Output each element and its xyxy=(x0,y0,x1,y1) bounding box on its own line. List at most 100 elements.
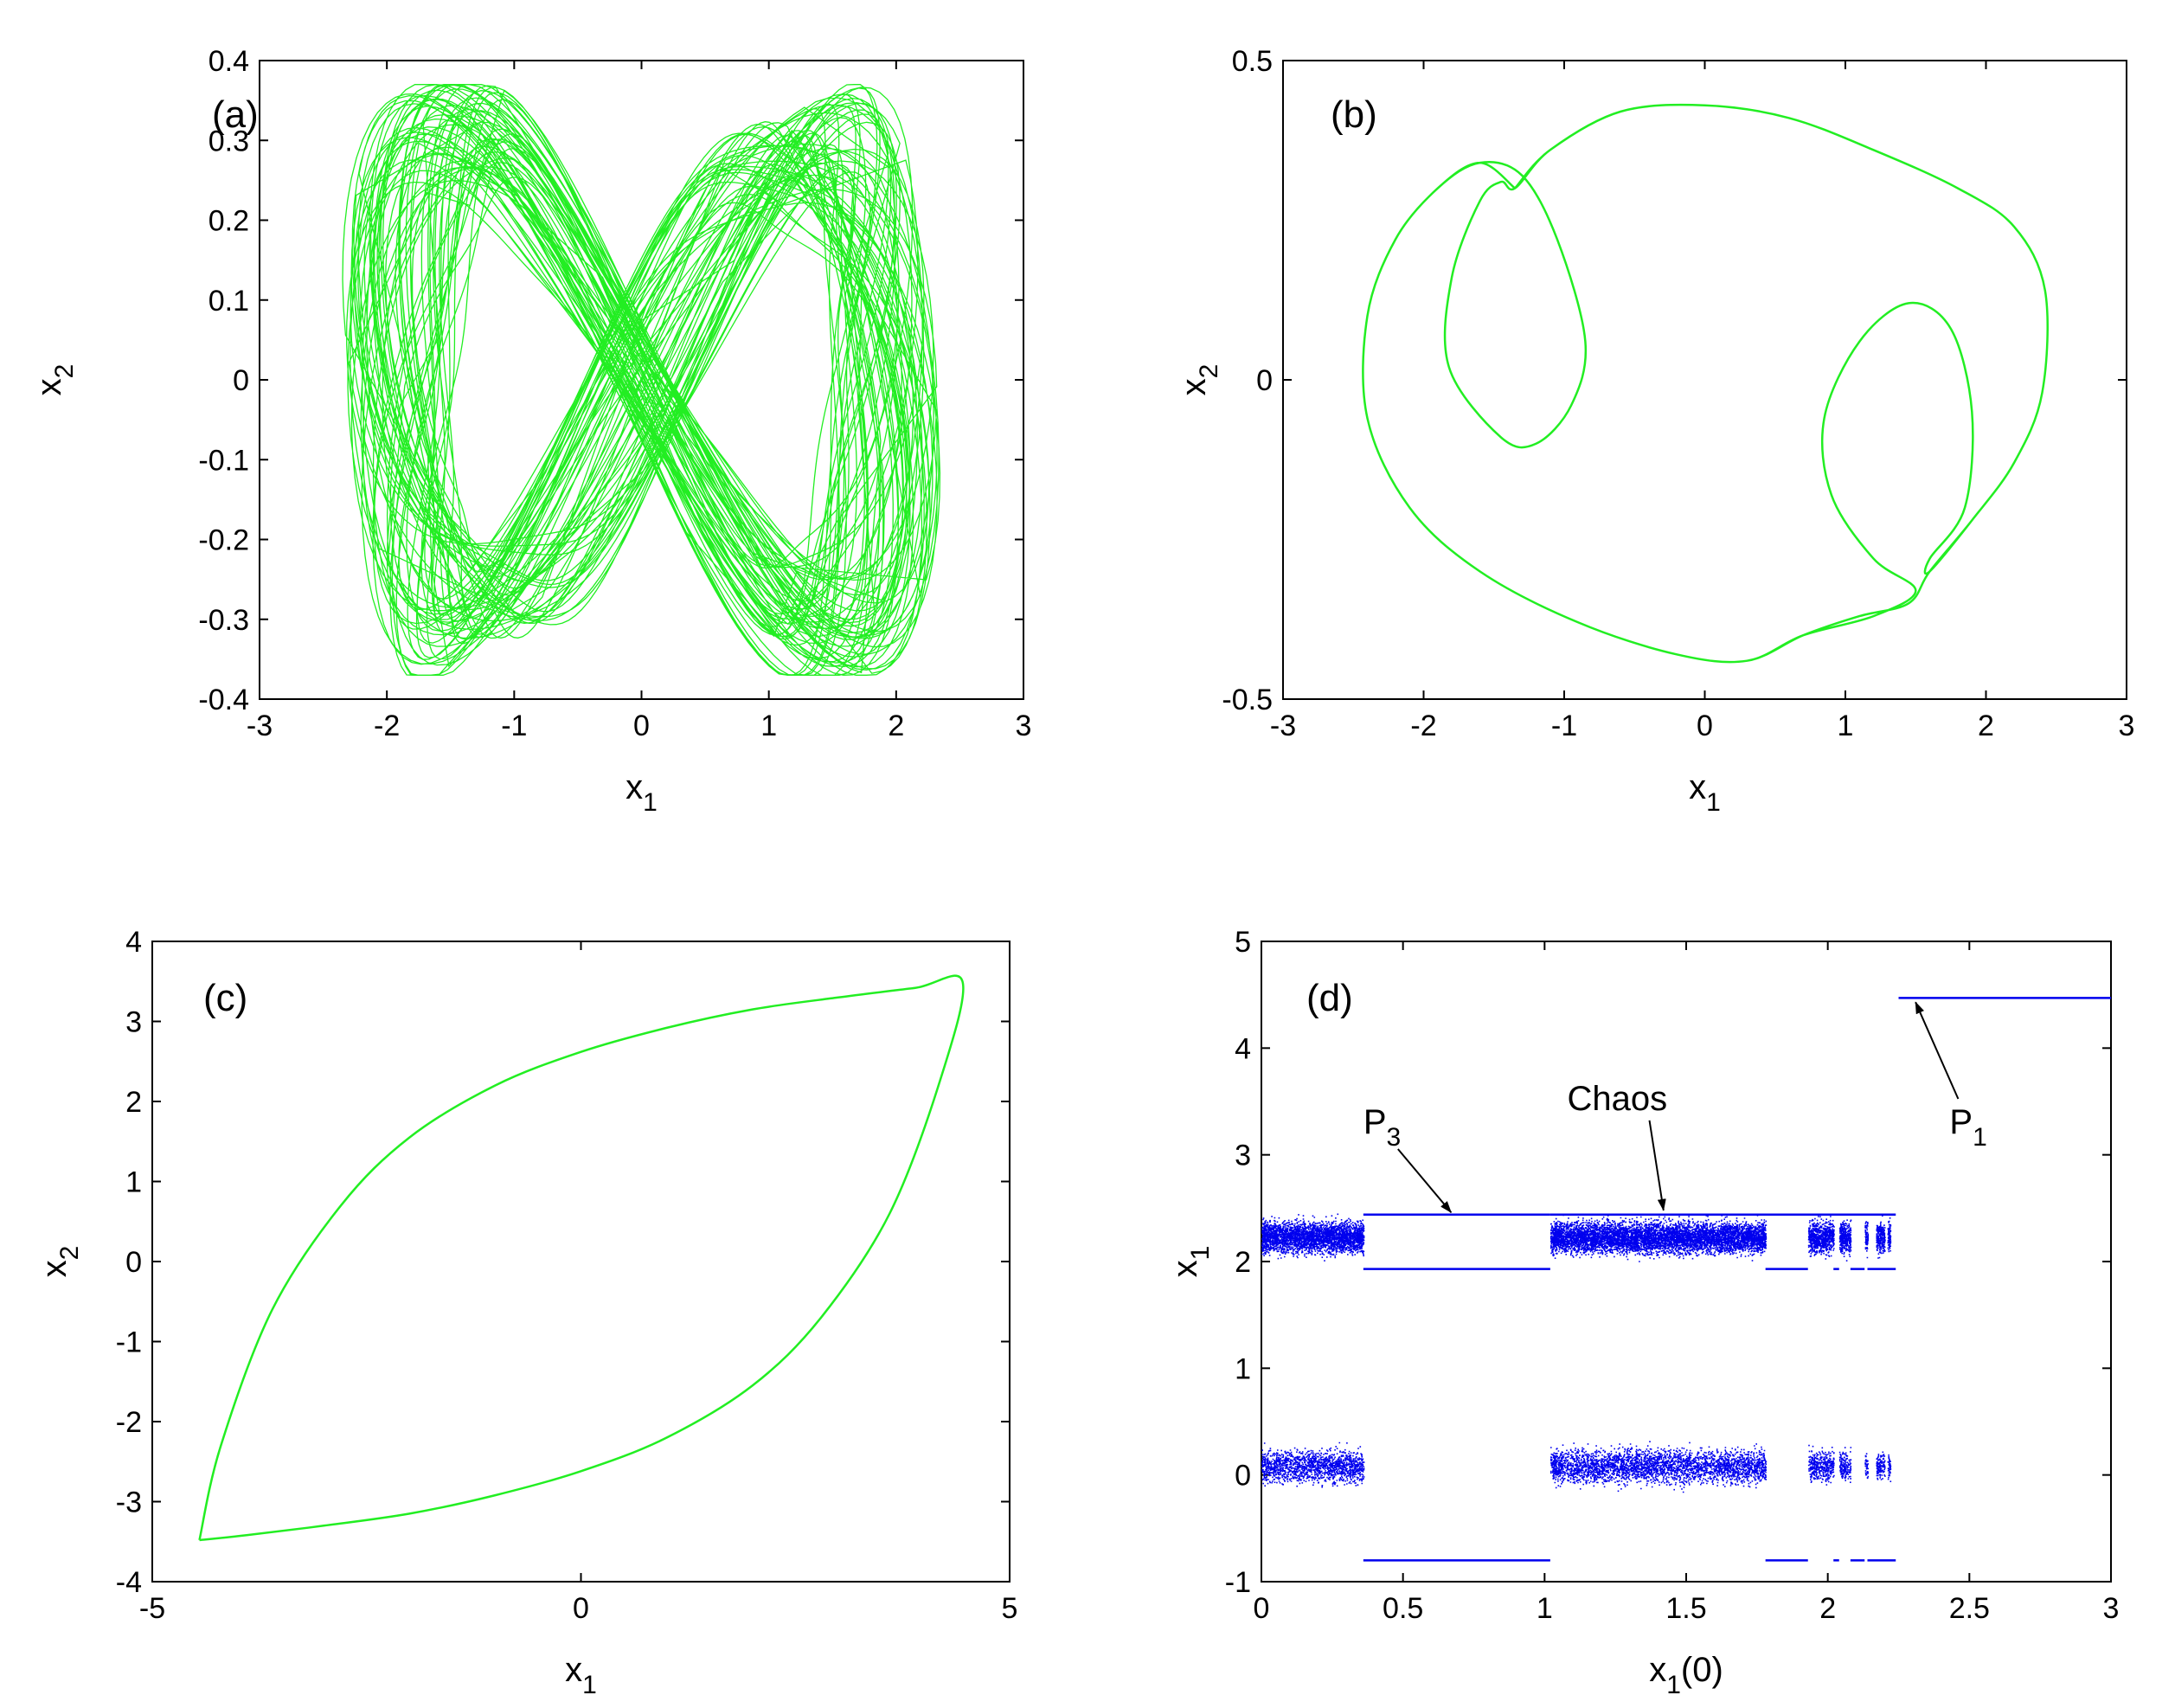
plot-frame xyxy=(1261,941,2112,1583)
annotation-label: P3 xyxy=(1363,1103,1401,1152)
y-tick-label: 3 xyxy=(1235,1140,1251,1172)
y-axis-label-main: x xyxy=(35,1260,74,1277)
x-axis-label-main: x xyxy=(1649,1651,1666,1689)
y-tick-label: 0 xyxy=(125,1246,142,1279)
x-axis-label-sub: 1 xyxy=(1666,1671,1681,1699)
x-axis-label: x1 xyxy=(565,1651,597,1699)
y-tick-label: 1 xyxy=(1235,1352,1251,1385)
orbit-curve xyxy=(1362,103,2049,664)
x-axis-label: x1(0) xyxy=(1649,1651,1723,1699)
y-tick-label: -0.3 xyxy=(198,604,249,637)
x-axis-label-sub: 1 xyxy=(1706,788,1721,817)
x-tick-label: 2 xyxy=(888,710,904,742)
plot-frame xyxy=(151,941,1011,1583)
y-tick-label: 0.3 xyxy=(209,125,249,157)
y-tick-label: 2 xyxy=(1235,1246,1251,1279)
y-axis-label-sub: 2 xyxy=(1195,364,1223,379)
x-tick-label: -5 xyxy=(139,1592,165,1625)
x-axis-label: x1 xyxy=(1689,768,1721,817)
y-tick-label: -1 xyxy=(116,1326,142,1359)
y-tick-label: 4 xyxy=(1235,1032,1251,1065)
y-tick-label: -0.2 xyxy=(198,524,249,557)
y-tick-label: 4 xyxy=(125,926,142,959)
panel-a: -3 -2 -1 0 1 2 3 -0.4 -0.3 -0.2 -0.1 0 0.1 0.2 0.3 0.4 (… xyxy=(30,45,1031,817)
x-tick-label: 1.5 xyxy=(1665,1592,1706,1625)
x-tick-label: 0 xyxy=(1254,1592,1270,1625)
x-tick-label: 5 xyxy=(1002,1592,1018,1625)
y-tick-label: -4 xyxy=(116,1566,142,1599)
annotation-arrow xyxy=(1648,1120,1666,1211)
x-axis-label-main: x xyxy=(626,768,643,806)
y-axis-label-group: x2 xyxy=(35,1246,84,1278)
x-tick-label: 3 xyxy=(1016,710,1032,742)
y-axis-label-sub: 1 xyxy=(1186,1246,1215,1261)
y-axis-label: x2 xyxy=(35,1246,84,1278)
annotation-arrow xyxy=(1397,1148,1453,1214)
y-tick-label: -0.5 xyxy=(1222,684,1273,716)
y-axis-label-sub: 2 xyxy=(55,1246,84,1261)
orbit-curve xyxy=(198,974,965,1542)
y-axis-label-group: x1 xyxy=(1166,1246,1215,1278)
y-tick-label: 3 xyxy=(125,1006,142,1039)
x-tick-label: 0 xyxy=(633,710,650,742)
x-axis-label-suffix: (0) xyxy=(1681,1651,1723,1689)
y-tick-label: 1 xyxy=(125,1166,142,1199)
panel-label: (c) xyxy=(203,977,247,1019)
y-axis-label-main: x xyxy=(30,378,68,395)
x-tick-label: -3 xyxy=(1270,710,1296,742)
x-axis-label-sub: 1 xyxy=(582,1671,597,1699)
y-tick-label: -3 xyxy=(116,1486,142,1519)
x-tick-label: 0.5 xyxy=(1383,1592,1423,1625)
x-tick-label: 2 xyxy=(1978,710,1994,742)
x-tick-label: -3 xyxy=(247,710,273,742)
y-tick-label: 0 xyxy=(233,364,249,397)
x-tick-label: -2 xyxy=(1410,710,1436,742)
x-tick-label: 1 xyxy=(1838,710,1854,742)
x-tick-label: 1 xyxy=(760,710,777,742)
x-tick-label: 3 xyxy=(2119,710,2135,742)
y-axis-label-sub: 2 xyxy=(50,364,79,379)
y-axis-label-group: x2 xyxy=(1175,364,1223,396)
y-tick-label: 0.5 xyxy=(1232,45,1273,78)
y-tick-label: -1 xyxy=(1225,1566,1251,1599)
x-tick-label: -1 xyxy=(501,710,527,742)
x-tick-label: 3 xyxy=(2103,1592,2120,1625)
y-axis-label-group: x2 xyxy=(30,364,79,396)
y-axis-label: x2 xyxy=(1175,364,1223,396)
x-axis-label: x1 xyxy=(626,768,658,817)
y-tick-label: 0.1 xyxy=(209,285,249,318)
panel-label: (a) xyxy=(212,93,259,136)
x-tick-label: -1 xyxy=(1551,710,1577,742)
plot-frame xyxy=(1282,60,2127,700)
y-tick-label: -0.1 xyxy=(198,444,249,477)
x-tick-label: 1 xyxy=(1537,1592,1553,1625)
x-tick-label: 2.5 xyxy=(1949,1592,1990,1625)
y-tick-label: -0.4 xyxy=(198,684,249,716)
y-axis-label: x1 xyxy=(1166,1246,1215,1278)
x-tick-label: 0 xyxy=(573,1592,589,1625)
x-tick-label: -2 xyxy=(374,710,400,742)
panel-label: (b) xyxy=(1331,93,1377,136)
x-axis-label-main: x xyxy=(565,1651,582,1689)
panel-label: (d) xyxy=(1306,977,1353,1019)
annotation-arrow xyxy=(1915,1001,1960,1100)
y-axis-label-main: x xyxy=(1166,1260,1204,1277)
y-tick-label: 0 xyxy=(1235,1460,1251,1493)
annotation-label: P1 xyxy=(1949,1103,1986,1152)
y-tick-label: 0.4 xyxy=(209,45,249,78)
y-tick-label: 0 xyxy=(1256,364,1273,397)
attractor-trajectory xyxy=(342,84,941,676)
x-axis-label-sub: 1 xyxy=(643,788,658,817)
bifurcation-points xyxy=(1261,1213,1892,1493)
y-tick-label: 0.2 xyxy=(209,205,249,238)
y-axis-label: x2 xyxy=(30,364,79,396)
y-axis-label-main: x xyxy=(1175,378,1213,395)
x-axis-label-main: x xyxy=(1689,768,1706,806)
x-tick-label: 2 xyxy=(1819,1592,1836,1625)
x-tick-label: 0 xyxy=(1697,710,1713,742)
y-tick-label: 2 xyxy=(125,1086,142,1119)
